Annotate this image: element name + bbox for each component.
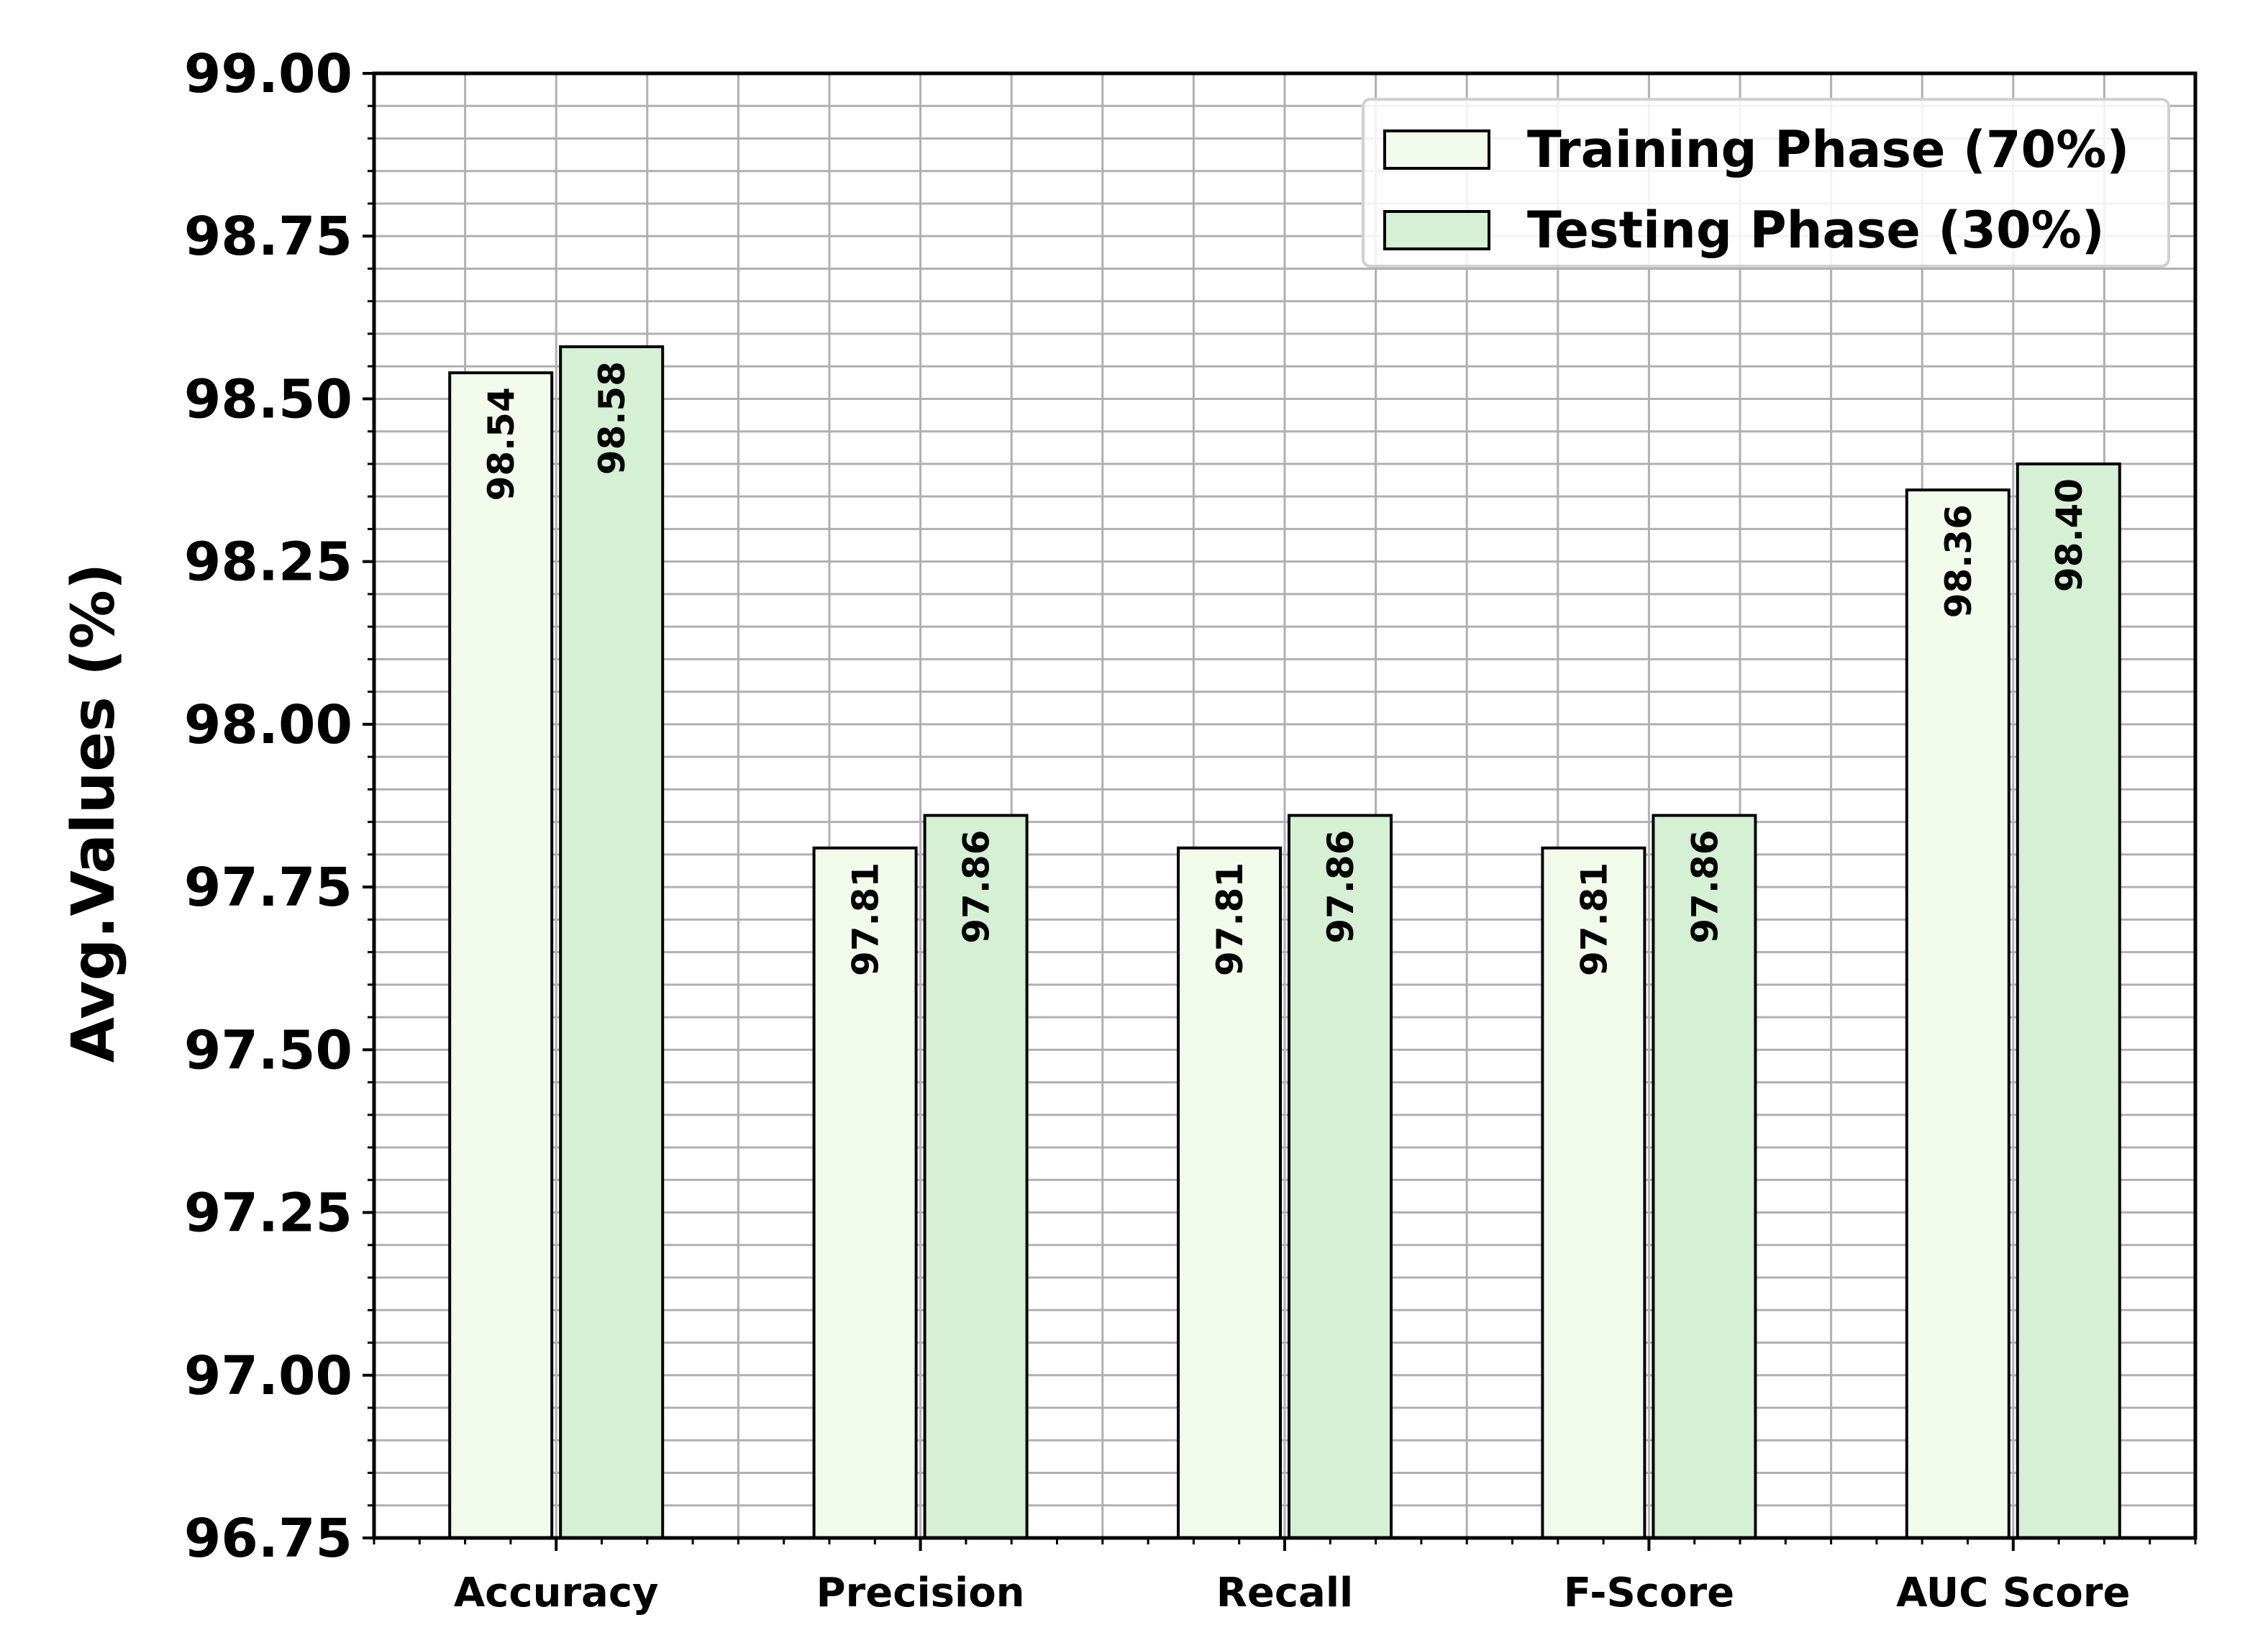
x-tick-label: Accuracy	[454, 1570, 659, 1616]
y-tick-label: 98.00	[184, 694, 352, 756]
y-tick-label: 97.75	[184, 857, 352, 919]
y-tick-label: 97.25	[184, 1183, 352, 1244]
bar	[2016, 462, 2121, 1539]
bar	[1177, 846, 1282, 1539]
bar-value-label: 98.54	[481, 387, 522, 501]
y-tick-label: 98.25	[184, 532, 352, 593]
x-tick-label: F-Score	[1564, 1570, 1734, 1616]
y-axis-label: Avg.Values (%)	[60, 563, 128, 1063]
x-tick-label: Precision	[816, 1570, 1025, 1616]
bars: 98.54 98.58 97.81 97.86 97.81 97.86 97.81 97.86…	[448, 345, 2121, 1540]
bar	[1541, 846, 1647, 1539]
grid-lines	[374, 72, 2195, 1539]
bar-value-label: 97.81	[845, 862, 887, 976]
x-tick-label: Recall	[1216, 1570, 1353, 1616]
bar	[1652, 814, 1757, 1540]
x-tick-label: AUC Score	[1896, 1570, 2130, 1616]
legend: Training Phase (70%) Testing Phase (30%)	[1362, 98, 2170, 268]
y-tick-label: 98.75	[184, 206, 352, 268]
legend-swatch	[1383, 129, 1490, 170]
y-tick-label: 98.50	[184, 368, 352, 430]
bar	[559, 345, 665, 1539]
bar-value-label: 97.81	[1573, 862, 1615, 976]
legend-swatch	[1383, 210, 1490, 250]
bar-value-label: 98.58	[591, 361, 633, 475]
bar	[1905, 488, 2010, 1539]
bar	[448, 371, 554, 1539]
legend-label: Testing Phase (30%)	[1527, 201, 2105, 260]
bar-value-label: 97.86	[956, 830, 998, 944]
bar-value-label: 98.40	[2049, 478, 2090, 592]
legend-box	[1362, 98, 2170, 268]
y-tick-label: 97.00	[184, 1345, 352, 1407]
legend-label: Training Phase (70%)	[1527, 120, 2129, 179]
axis-ticks: 96.75 97.00 97.25 97.50 97.75 98.00 98.25 98.50…	[184, 43, 2197, 1616]
bar-value-label: 97.86	[1320, 830, 1362, 944]
bar-value-label: 97.86	[1684, 830, 1726, 944]
y-tick-label: 96.75	[184, 1508, 352, 1570]
y-tick-label: 99.00	[184, 43, 352, 105]
bar	[812, 846, 918, 1539]
y-tick-label: 97.50	[184, 1019, 352, 1081]
bar	[923, 814, 1029, 1540]
bar-value-label: 98.36	[1938, 504, 1980, 618]
bar	[1288, 814, 1393, 1540]
bar-value-label: 97.81	[1209, 862, 1251, 976]
